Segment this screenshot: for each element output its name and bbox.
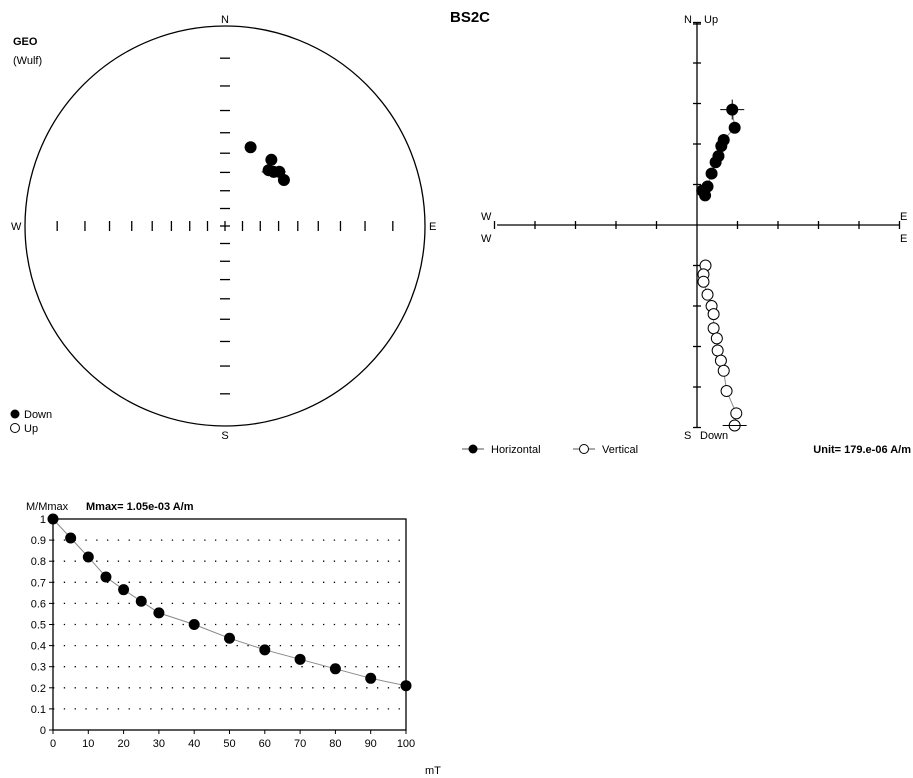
legend-down-label: Down [24,409,52,421]
horizontal-point [699,189,712,202]
demag-y-tick-label: 0 [40,725,46,737]
horizontal-point [715,140,728,153]
zijderveld-up-label: Up [704,14,718,26]
legend-vertical-label: Vertical [602,444,638,456]
vertical-point [701,288,714,301]
demag-plot: 0 0.1 0.2 0.3 0.4 0.5 0.6 0.7 0.8 0.9 1 0 10 20 30 40 5… [26,501,441,777]
stereonet-point [265,153,278,166]
demag-x-tick-label: 60 [259,738,271,750]
stereonet-circle [24,25,426,427]
vertical-point [711,344,724,357]
demag-y-tick-label: 0.3 [31,662,46,674]
demag-y-tick-label: 0.2 [31,683,46,695]
demag-x-tick-label: 40 [188,738,200,750]
demag-y-tick-label: 0.6 [31,598,46,610]
demag-y-tick-label: 0.7 [31,577,46,589]
demag-y-tick-label: 0.1 [31,704,46,716]
demag-point [400,680,412,692]
vertical-point [717,364,730,377]
horizontal-point [709,156,722,169]
demag-plot-frame [52,518,407,731]
zijderveld-west-label-bottom: W [481,233,492,245]
demag-x-ticks: 0 10 20 30 40 50 60 70 80 90 100 [50,730,415,750]
horizontal-point [705,167,718,180]
demag-point [135,595,147,607]
vertical-point [720,385,733,398]
horizontal-point [728,121,741,134]
zijderveld-east-label-bottom: E [900,233,907,245]
demag-point [259,644,271,656]
vertical-point [714,354,727,367]
demag-curve [52,518,407,687]
zijderveld-east-label-top: E [900,211,907,223]
demag-x-tick-label: 80 [329,738,341,750]
zijderveld-west-label-top: W [481,211,492,223]
demag-point [224,632,235,644]
stereonet-point [244,141,257,154]
demag-y-tick-label: 0.9 [31,535,46,547]
stereonet-point [277,173,290,186]
stereonet-south-label: S [221,430,228,442]
stereonet-ticks [56,57,394,395]
demag-point [65,532,77,544]
zijderveld-north-label: N [684,14,692,26]
stereonet-north-label: N [221,14,229,26]
demag-mmax-label: Mmax= 1.05e-03 A/m [86,501,194,513]
zijderveld-plot: N Up S Down W W E E Horizontal Vertical … [462,14,911,456]
coordinate-system-label: GEO [13,36,38,48]
demag-point [188,619,200,630]
demag-y-tick-label: 0.8 [31,556,46,568]
stereonet-west-label: W [11,221,22,233]
demag-x-tick-label: 0 [50,738,56,750]
legend-horizontal-marker [468,444,478,454]
demag-x-axis-label: mT [425,765,441,777]
zijderveld-down-label: Down [700,430,728,442]
demag-x-tick-label: 30 [153,738,165,750]
demag-point [118,584,130,596]
demag-point [294,653,306,665]
legend-vertical-marker [579,444,589,454]
demag-x-tick-label: 10 [82,738,94,750]
demag-y-tick-label: 1 [40,514,46,526]
demag-point [365,672,377,684]
demag-x-tick-label: 100 [397,738,415,750]
demag-point [329,663,341,675]
demag-x-tick-label: 90 [365,738,377,750]
demag-y-axis-label: M/Mmax [26,501,69,513]
zijderveld-unit-label: Unit= 179.e-06 A/m [813,444,911,456]
zijderveld-south-label: S [684,430,691,442]
vertical-point [730,407,743,420]
demag-x-tick-label: 20 [117,738,129,750]
stereonet-east-label: E [429,221,436,233]
vertical-point [707,322,720,335]
legend-horizontal-label: Horizontal [491,444,541,456]
horizontal-projection-points [696,99,745,202]
demag-point [100,571,112,583]
legend-up-marker [10,423,20,433]
demag-point [82,551,94,563]
demag-point [47,513,59,525]
figure-title: BS2C [450,9,490,26]
zijderveld-ticks [493,21,901,429]
vertical-point [707,308,720,321]
vertical-projection-points [697,259,747,432]
demag-x-tick-label: 70 [294,738,306,750]
demag-points [47,513,412,692]
demag-y-tick-label: 0.4 [31,641,46,653]
legend-up-label: Up [24,423,38,435]
demag-y-tick-label: 0.5 [31,620,46,632]
demag-gridlines [53,539,406,710]
projection-label: (Wulf) [13,55,42,67]
vertical-point [697,275,710,288]
vertical-point [710,332,723,345]
demag-y-ticks: 0 0.1 0.2 0.3 0.4 0.5 0.6 0.7 0.8 0.9 1 [31,514,53,737]
stereonet-points [244,141,290,186]
demag-x-tick-label: 50 [223,738,235,750]
stereonet-plot: N S W E GEO (Wulf) Down Up [10,14,436,442]
demag-point [153,607,165,619]
legend-down-marker [10,409,20,419]
